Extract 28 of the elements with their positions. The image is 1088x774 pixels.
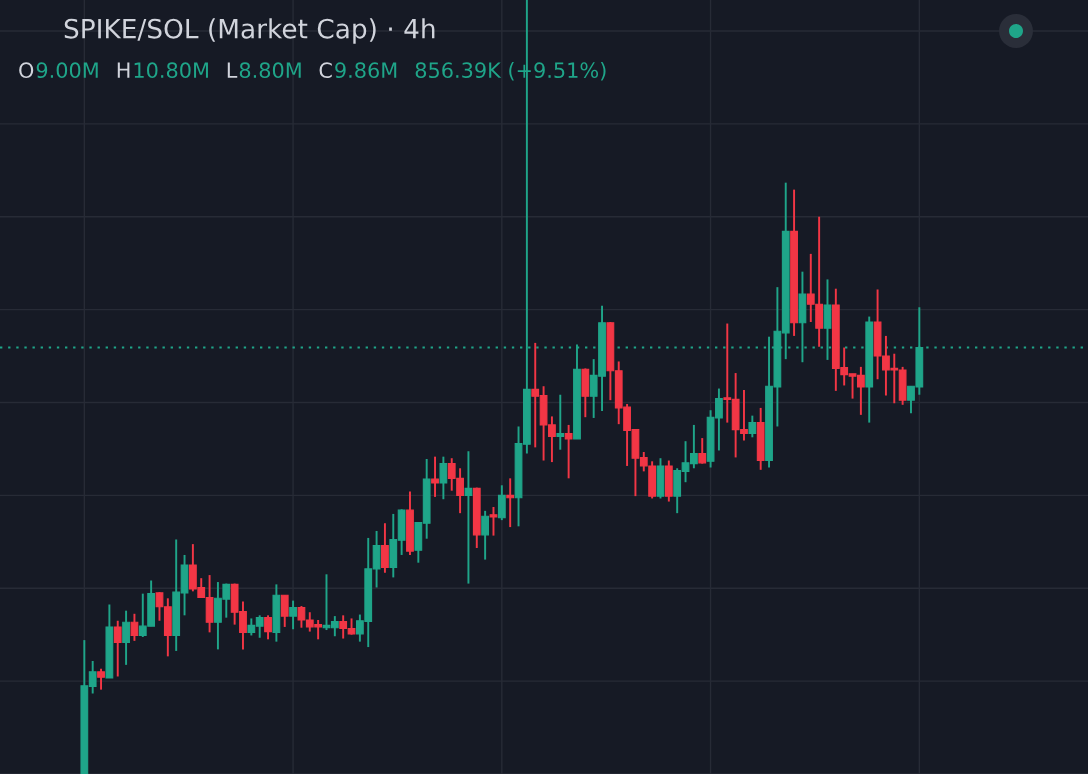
annotation: 10.80M (134, 62, 208, 79)
candlestick (381, 522, 389, 574)
candlestick (698, 437, 707, 465)
candlestick (113, 619, 122, 678)
candlestick (122, 609, 130, 666)
annotation: C (319, 62, 332, 79)
text: SPIKE/SOL (Market Cap) · 4h (64, 18, 435, 44)
candlestick (556, 393, 565, 451)
candlestick (289, 599, 297, 631)
candlestick (280, 594, 289, 628)
candlestick (497, 484, 506, 522)
annotation: L (227, 62, 238, 78)
candlestick (489, 506, 498, 537)
candlestick (264, 614, 272, 641)
candlestick (439, 455, 448, 501)
annotation: 9.86M (335, 62, 397, 79)
candlestick (748, 414, 757, 439)
candlestick (464, 450, 473, 585)
annotation: H (117, 62, 130, 78)
annotation: 8.80M (239, 62, 301, 79)
candlestick (431, 455, 439, 498)
candlestick (481, 509, 490, 561)
annotation: 9.00M (36, 62, 98, 79)
text: O (19, 62, 34, 79)
candlestick (130, 612, 139, 642)
candlestick (97, 667, 105, 691)
candlestick (506, 477, 515, 529)
candlestick (564, 423, 573, 480)
